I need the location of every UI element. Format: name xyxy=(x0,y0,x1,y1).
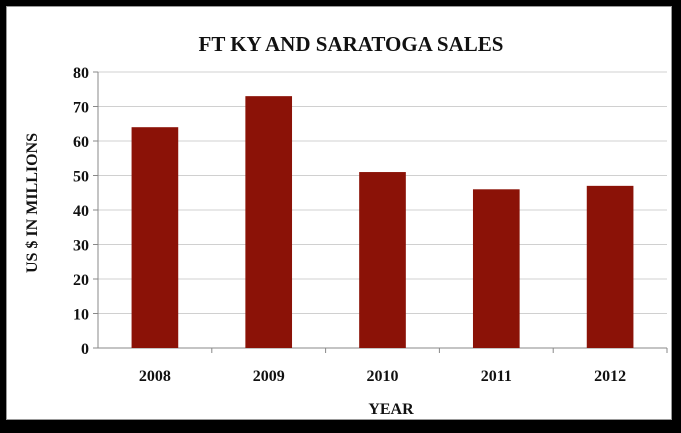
x-tick-label: 2010 xyxy=(367,368,399,385)
y-tick-label: 70 xyxy=(73,100,89,117)
chart-title: FT KY AND SARATOGA SALES xyxy=(199,32,504,56)
y-tick-label: 30 xyxy=(73,238,89,255)
y-tick-label: 50 xyxy=(73,169,89,186)
chart-panel: FT KY AND SARATOGA SALES 0 10 20 30 40 50 60 70… xyxy=(6,6,672,420)
y-tick-label: 60 xyxy=(73,134,89,151)
y-tick-labels: 0 10 20 30 40 50 60 70 80 xyxy=(73,65,89,358)
bar-2011 xyxy=(472,189,520,348)
bar-2012 xyxy=(586,185,634,348)
y-tick-label: 10 xyxy=(73,307,89,324)
bar-2008 xyxy=(131,127,179,348)
x-tick-label: 2008 xyxy=(139,368,171,385)
y-tick-label: 80 xyxy=(73,65,89,82)
y-axis-label: US $ IN MILLIONS xyxy=(24,133,41,273)
x-axis-label: YEAR xyxy=(368,401,414,418)
bars xyxy=(131,96,634,349)
bar-2010 xyxy=(359,172,406,348)
x-tick-label: 2011 xyxy=(481,368,512,385)
x-tick-label: 2009 xyxy=(253,368,285,385)
y-tick-label: 0 xyxy=(81,341,89,358)
y-tick-label: 40 xyxy=(73,203,89,220)
x-tick-label: 2012 xyxy=(594,368,626,385)
bar-chart: FT KY AND SARATOGA SALES 0 10 20 30 40 50 60 70… xyxy=(24,32,668,418)
bar-2009 xyxy=(245,96,293,349)
x-tick-labels: 2008 2009 2010 2011 2012 xyxy=(139,368,626,385)
y-tick-label: 20 xyxy=(73,272,89,289)
